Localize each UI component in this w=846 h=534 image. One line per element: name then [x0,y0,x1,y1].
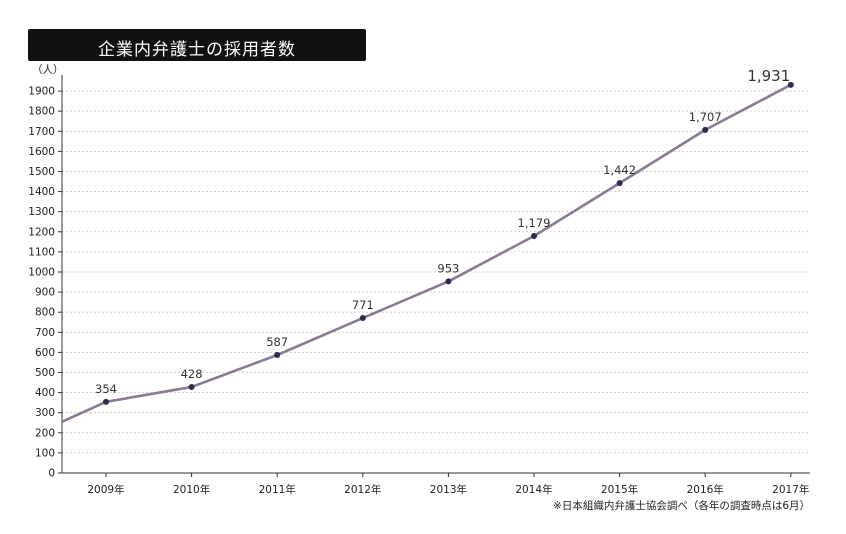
y-tick-label: 1200 [28,226,55,238]
data-label: 428 [181,367,203,381]
y-tick-labels: 0 100 200 300 400 500 600 700 800 900 1000 1100 1200… [28,86,55,480]
y-tick-label: 1500 [28,166,55,178]
y-tick-label: 300 [35,407,55,419]
y-tick-label: 1700 [28,126,55,138]
y-tick-label: 1900 [28,86,55,98]
data-point [616,180,623,187]
x-tick-label: 2015年 [601,483,638,496]
y-axis-unit: （人） [32,64,64,76]
y-tick-label: 1000 [28,266,55,278]
data-label: 1,931 [747,67,790,85]
y-tick-label: 200 [35,427,55,439]
x-tick-label: 2014年 [515,483,552,496]
data-series [61,81,794,424]
x-tick-label: 2012年 [344,483,381,496]
x-tick-label: 2009年 [87,483,124,496]
data-label: 1,179 [518,216,551,230]
y-tick-label: 100 [35,447,55,459]
x-tick-label: 2011年 [259,483,296,496]
x-tick-label: 2010年 [173,483,210,496]
axes [58,75,810,477]
data-point [274,351,281,358]
data-point [445,278,452,285]
x-tick-labels: 2009年 2010年 2011年 2012年 2013年 2014年 2015年 2016年… [87,483,809,496]
y-tick-label: 900 [35,287,55,299]
y-tick-label: 700 [35,327,55,339]
x-tick-label: 2017年 [772,483,809,496]
y-tick-label: 500 [35,367,55,379]
data-label: 1,707 [689,110,722,124]
data-point [188,383,195,390]
y-tick-label: 400 [35,387,55,399]
y-tick-label: 800 [35,307,55,319]
data-point [787,81,794,88]
y-tick-label: 1400 [28,186,55,198]
series-line [61,83,792,424]
y-tick-label: 1600 [28,146,55,158]
data-label: 953 [437,261,459,275]
data-label: 771 [352,298,374,312]
data-point [359,315,366,322]
x-tick-label: 2016年 [687,483,724,496]
data-label: 354 [95,382,117,396]
data-label: 587 [266,335,288,349]
y-tick-label: 1800 [28,106,55,118]
x-tick-label: 2013年 [430,483,467,496]
data-point [531,232,537,239]
chart-title: 企業内弁護士の採用者数 [98,40,296,60]
y-tick-label: 600 [35,347,55,359]
data-point [702,126,709,133]
y-tick-label: 1100 [28,246,55,258]
data-point [103,398,109,405]
chart-title-bar: 企業内弁護士の採用者数 [28,29,366,61]
data-label: 1,442 [603,163,636,177]
source-note: ※日本組織内弁護士協会調べ（各年の調査時点は6月） [553,500,810,512]
y-tick-label: 0 [48,468,55,480]
y-tick-label: 1300 [28,206,55,218]
data-labels: 354 428 587 771 953 1,179 1,442 1,707 1,931 [95,67,790,396]
grid-lines [62,90,810,454]
